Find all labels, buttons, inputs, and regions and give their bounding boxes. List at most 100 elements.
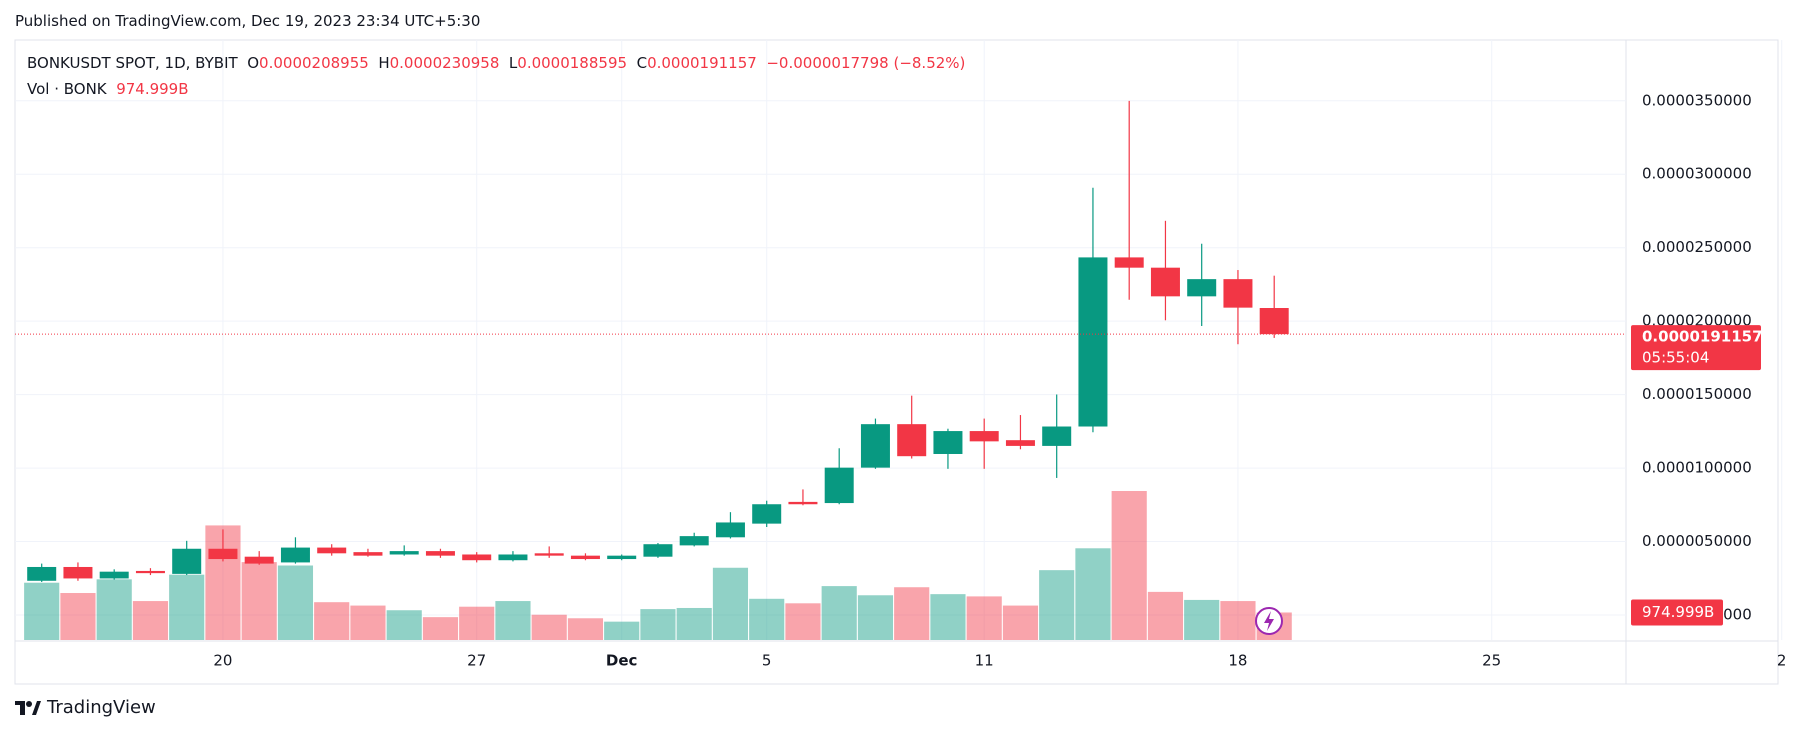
legend-label: C [636,54,648,72]
legend-label: O [247,54,260,72]
volume-legend: Vol · BONK 974.999B [27,80,189,98]
volume-bar [132,601,169,640]
volume-bar [966,596,1002,640]
x-tick-label: 20 [213,652,232,670]
volume-bar [1184,599,1220,640]
candle-body [860,424,890,468]
candle-body [498,554,528,561]
volume-bar [422,617,459,640]
legend-change-pct: (−8.52%) [893,54,966,72]
legend-open: 0.0000208955 [259,54,369,72]
volume-bar [350,605,386,640]
volume-bar [857,595,894,640]
legend-high: 0.0000230958 [389,54,500,72]
legend-close: 0.0000191157 [647,54,757,72]
volume-bar [1039,570,1075,640]
legend-low: 0.0000188595 [517,54,628,72]
x-tick-label: 2 [1777,652,1787,670]
candle-body [1042,426,1072,446]
volume-bar [1220,601,1256,640]
volume-bar [60,593,96,640]
x-tick-label: 5 [762,652,772,670]
candle-body [280,547,310,563]
legend-label: H [378,54,390,72]
candle-body [208,548,238,560]
y-tick-label: 0.0000300000 [1642,165,1752,183]
volume-bar [821,586,857,640]
candle-body [570,555,600,560]
volume-bar [495,601,531,640]
candle-body [425,551,455,556]
volume-badge [1631,599,1723,626]
candle-body [534,553,564,556]
volume-bar [386,610,422,640]
candle-body [643,544,673,557]
volume-bar [531,614,567,640]
volume-name: Vol · BONK [27,80,107,98]
candles [27,100,1289,582]
legend-label: L [508,54,518,72]
ohlc-legend: BONKUSDT SPOT, 1D, BYBIT O 0.0000208955 H… [27,54,965,72]
x-tick-label: 25 [1482,652,1501,670]
x-tick-label: 27 [467,652,486,670]
candle-body [63,566,93,579]
candle-body [1259,308,1289,335]
volume-last: 974.999B [116,80,189,98]
volume-bar [640,609,676,640]
candle-body [27,566,57,581]
candle-body [172,548,202,574]
volume-bar [1075,548,1111,640]
footer: TradingView [15,697,156,718]
volume-pane [24,491,1292,640]
volume-bar [676,607,712,640]
x-tick-label: 18 [1228,652,1247,670]
published-note: Published on TradingView.com, Dec 19, 20… [15,12,481,30]
candle-body [824,467,854,504]
volume-bar [96,579,132,640]
x-tick-label: Dec [606,652,638,670]
y-tick-label: 0.0000350000 [1642,91,1752,109]
axes: 0.00000000000.00000500000.00001000000.00… [15,91,1787,670]
volume-badge-value: 974.999B [1642,603,1714,621]
candle-body [788,501,818,505]
candle-body [1078,257,1108,427]
volume-bar [785,603,821,640]
candle-body [99,571,129,579]
candle-body [933,431,963,454]
price-badge [1631,325,1761,371]
volume-bar [1002,605,1039,640]
footer-brand: TradingView [47,697,156,718]
price-badge-countdown: 05:55:04 [1642,349,1709,367]
price-badge-value: 0.0000191157 [1642,328,1763,346]
y-tick-label: 0.0000050000 [1642,532,1752,550]
logo [15,700,41,715]
candle-body [244,556,274,564]
y-tick-label: 0.0000250000 [1642,238,1752,256]
candle-body [135,570,165,574]
volume-bar [1111,491,1147,640]
candle-body [1114,257,1144,268]
candle-body [317,547,347,554]
volume-bar [169,574,205,640]
volume-bar [24,582,60,640]
candle-body [389,551,419,555]
volume-bar [241,562,277,640]
candle-body [897,424,927,457]
candle-body [1187,279,1217,297]
candle-body [969,431,999,442]
candle-body [462,554,492,561]
volume-bar [894,587,930,640]
candle-body [752,504,782,524]
volume-bar [459,606,495,640]
grid [15,40,1783,640]
legend-change: −0.0000017798 [766,54,889,72]
volume-bar [567,618,604,640]
candle-body [1150,267,1180,297]
candle-body [1005,440,1035,446]
volume-bar [604,621,640,640]
x-tick-label: 11 [975,652,994,670]
volume-bar [277,565,314,640]
volume-bar [930,594,966,640]
